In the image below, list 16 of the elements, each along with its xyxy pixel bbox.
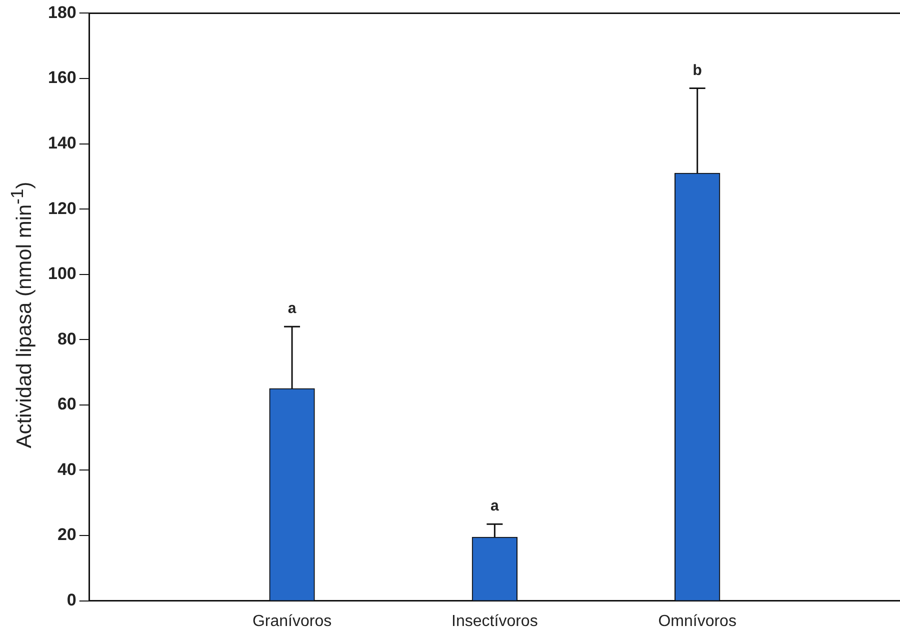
y-tick-label: 60 bbox=[57, 394, 76, 414]
x-tick-label: Omnívoros bbox=[658, 612, 736, 630]
y-tick-label: 0 bbox=[66, 590, 76, 610]
y-tick-label: 180 bbox=[48, 2, 76, 22]
y-tick-label: 80 bbox=[57, 329, 76, 348]
x-tick-label: Granívoros bbox=[252, 612, 332, 630]
y-tick-label: 160 bbox=[48, 68, 76, 88]
annotation: a bbox=[490, 498, 500, 515]
x-tick-label: Insectívoros bbox=[452, 612, 538, 630]
y-tick-label: 140 bbox=[48, 133, 76, 152]
y-tick-label: 40 bbox=[57, 460, 76, 479]
annotation: a bbox=[288, 300, 297, 318]
y-tick-label: 20 bbox=[57, 525, 76, 544]
y-tick-label: 120 bbox=[48, 198, 76, 218]
annotation: b bbox=[692, 62, 702, 79]
y-tick-label: 100 bbox=[48, 264, 76, 284]
